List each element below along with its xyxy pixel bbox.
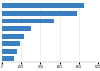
Bar [2, 11, 77, 16]
Bar [2, 3, 84, 8]
Bar [2, 19, 54, 23]
Bar [2, 34, 24, 39]
Bar [2, 26, 31, 31]
Bar [2, 56, 14, 61]
Bar [2, 41, 20, 46]
Bar [2, 49, 17, 54]
